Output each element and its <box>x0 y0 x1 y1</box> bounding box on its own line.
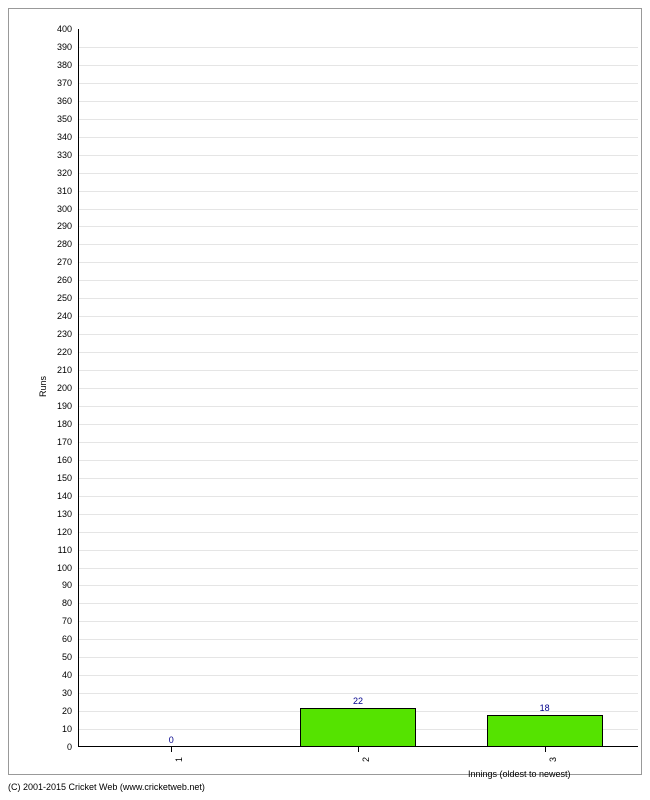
gridline <box>78 298 638 299</box>
gridline <box>78 585 638 586</box>
ytick-label: 320 <box>44 168 72 178</box>
chart-frame: 0102030405060708090100110120130140150160… <box>8 8 642 775</box>
gridline <box>78 119 638 120</box>
ytick-label: 20 <box>44 706 72 716</box>
ytick-label: 250 <box>44 293 72 303</box>
gridline <box>78 316 638 317</box>
gridline <box>78 424 638 425</box>
gridline <box>78 47 638 48</box>
gridline <box>78 496 638 497</box>
gridline <box>78 406 638 407</box>
gridline <box>78 209 638 210</box>
xtick-label: 3 <box>548 757 558 762</box>
gridline <box>78 514 638 515</box>
gridline <box>78 388 638 389</box>
bar <box>487 715 603 747</box>
xtick-mark <box>358 747 359 752</box>
y-axis <box>78 29 79 747</box>
ytick-label: 0 <box>44 742 72 752</box>
ytick-label: 350 <box>44 114 72 124</box>
ytick-label: 360 <box>44 96 72 106</box>
ytick-label: 310 <box>44 186 72 196</box>
bar-value-label: 18 <box>487 703 603 713</box>
ytick-label: 10 <box>44 724 72 734</box>
xtick-mark <box>171 747 172 752</box>
ytick-label: 370 <box>44 78 72 88</box>
gridline <box>78 226 638 227</box>
ytick-label: 340 <box>44 132 72 142</box>
xtick-label: 2 <box>361 757 371 762</box>
ytick-label: 50 <box>44 652 72 662</box>
gridline <box>78 370 638 371</box>
gridline <box>78 621 638 622</box>
ytick-label: 180 <box>44 419 72 429</box>
ytick-label: 280 <box>44 239 72 249</box>
ytick-label: 70 <box>44 616 72 626</box>
ytick-label: 290 <box>44 221 72 231</box>
ytick-label: 110 <box>44 545 72 555</box>
ytick-label: 230 <box>44 329 72 339</box>
ytick-label: 240 <box>44 311 72 321</box>
gridline <box>78 334 638 335</box>
ytick-label: 170 <box>44 437 72 447</box>
x-axis <box>78 746 638 747</box>
ytick-label: 60 <box>44 634 72 644</box>
xtick-label: 1 <box>174 757 184 762</box>
ytick-label: 130 <box>44 509 72 519</box>
ytick-label: 400 <box>44 24 72 34</box>
gridline <box>78 244 638 245</box>
gridline <box>78 191 638 192</box>
ytick-label: 220 <box>44 347 72 357</box>
bar <box>300 708 416 747</box>
bar-value-label: 0 <box>113 735 229 745</box>
ytick-label: 30 <box>44 688 72 698</box>
gridline <box>78 478 638 479</box>
bar-value-label: 22 <box>300 696 416 706</box>
ytick-label: 190 <box>44 401 72 411</box>
plot-area: 0102030405060708090100110120130140150160… <box>78 29 638 747</box>
gridline <box>78 550 638 551</box>
gridline <box>78 173 638 174</box>
gridline <box>78 65 638 66</box>
ytick-label: 300 <box>44 204 72 214</box>
gridline <box>78 83 638 84</box>
ytick-label: 380 <box>44 60 72 70</box>
gridline <box>78 532 638 533</box>
ytick-label: 270 <box>44 257 72 267</box>
ytick-label: 160 <box>44 455 72 465</box>
ytick-label: 200 <box>44 383 72 393</box>
ytick-label: 260 <box>44 275 72 285</box>
ytick-label: 40 <box>44 670 72 680</box>
gridline <box>78 657 638 658</box>
ytick-label: 330 <box>44 150 72 160</box>
gridline <box>78 101 638 102</box>
gridline <box>78 568 638 569</box>
gridline <box>78 155 638 156</box>
gridline <box>78 693 638 694</box>
ytick-label: 390 <box>44 42 72 52</box>
gridline <box>78 137 638 138</box>
copyright-text: (C) 2001-2015 Cricket Web (www.cricketwe… <box>8 782 205 792</box>
y-axis-title: Runs <box>38 376 48 397</box>
ytick-label: 90 <box>44 580 72 590</box>
gridline <box>78 442 638 443</box>
gridline <box>78 352 638 353</box>
ytick-label: 150 <box>44 473 72 483</box>
gridline <box>78 262 638 263</box>
gridline <box>78 460 638 461</box>
ytick-label: 80 <box>44 598 72 608</box>
xtick-mark <box>545 747 546 752</box>
ytick-label: 140 <box>44 491 72 501</box>
gridline <box>78 280 638 281</box>
gridline <box>78 603 638 604</box>
ytick-label: 120 <box>44 527 72 537</box>
x-axis-title: Innings (oldest to newest) <box>468 769 571 779</box>
ytick-label: 210 <box>44 365 72 375</box>
gridline <box>78 639 638 640</box>
gridline <box>78 675 638 676</box>
ytick-label: 100 <box>44 563 72 573</box>
